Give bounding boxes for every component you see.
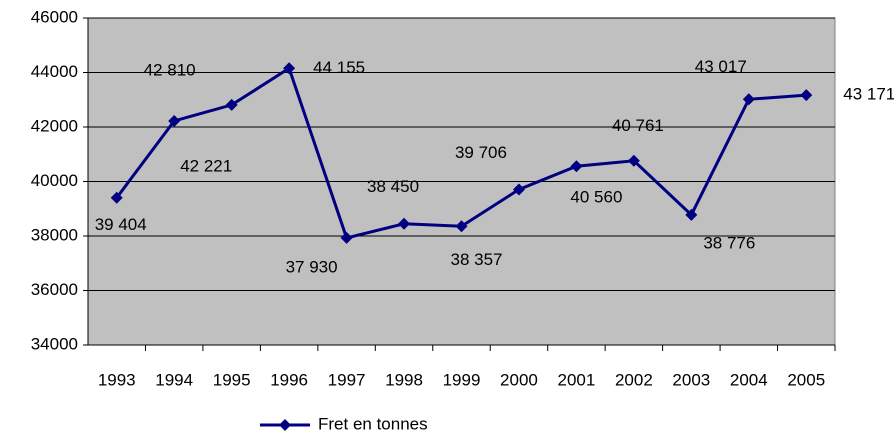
y-tick-label: 46000 xyxy=(31,7,78,26)
data-label: 43 171 xyxy=(843,85,894,104)
x-tick-label: 1999 xyxy=(443,370,481,389)
x-tick-label: 1994 xyxy=(155,370,193,389)
y-tick-label: 40000 xyxy=(31,171,78,190)
y-tick-label: 42000 xyxy=(31,116,78,135)
point-marker xyxy=(110,191,123,204)
x-tick-label: 1996 xyxy=(270,370,308,389)
legend-label: Fret en tonnes xyxy=(318,414,428,433)
data-label: 40 761 xyxy=(612,116,664,135)
data-label: 39 706 xyxy=(455,143,507,162)
x-tick-label: 1998 xyxy=(385,370,423,389)
x-tick-label: 2004 xyxy=(730,370,768,389)
data-label: 42 810 xyxy=(144,60,196,79)
y-tick-label: 44000 xyxy=(31,62,78,81)
point-marker xyxy=(627,154,640,167)
y-tick-label: 38000 xyxy=(31,225,78,244)
x-tick-label: 2001 xyxy=(558,370,596,389)
x-tick-label: 2002 xyxy=(615,370,653,389)
point-marker xyxy=(283,62,296,75)
data-label: 37 930 xyxy=(286,257,338,276)
point-marker xyxy=(800,89,813,102)
data-label: 44 155 xyxy=(313,58,365,77)
data-label: 43 017 xyxy=(695,57,747,76)
x-tick-label: 2005 xyxy=(787,370,825,389)
x-tick-label: 2000 xyxy=(500,370,538,389)
y-tick-label: 36000 xyxy=(31,280,78,299)
x-tick-label: 1997 xyxy=(328,370,366,389)
x-tick-label: 2003 xyxy=(672,370,710,389)
data-label: 38 776 xyxy=(703,233,755,252)
point-marker xyxy=(742,93,755,106)
x-tick-label: 1995 xyxy=(213,370,251,389)
point-marker xyxy=(512,183,525,196)
point-marker xyxy=(570,160,583,173)
data-label: 38 450 xyxy=(367,177,419,196)
point-marker xyxy=(225,98,238,111)
y-tick-label: 34000 xyxy=(31,334,78,353)
point-marker xyxy=(398,217,411,230)
point-marker xyxy=(168,114,181,127)
data-label: 38 357 xyxy=(451,250,503,269)
data-label: 42 221 xyxy=(180,156,232,175)
x-tick-label: 1993 xyxy=(98,370,136,389)
data-label: 40 560 xyxy=(570,188,622,207)
point-marker xyxy=(685,208,698,221)
legend-marker xyxy=(279,419,291,431)
point-marker xyxy=(340,231,353,244)
point-marker xyxy=(455,220,468,233)
data-label: 39 404 xyxy=(95,215,147,234)
